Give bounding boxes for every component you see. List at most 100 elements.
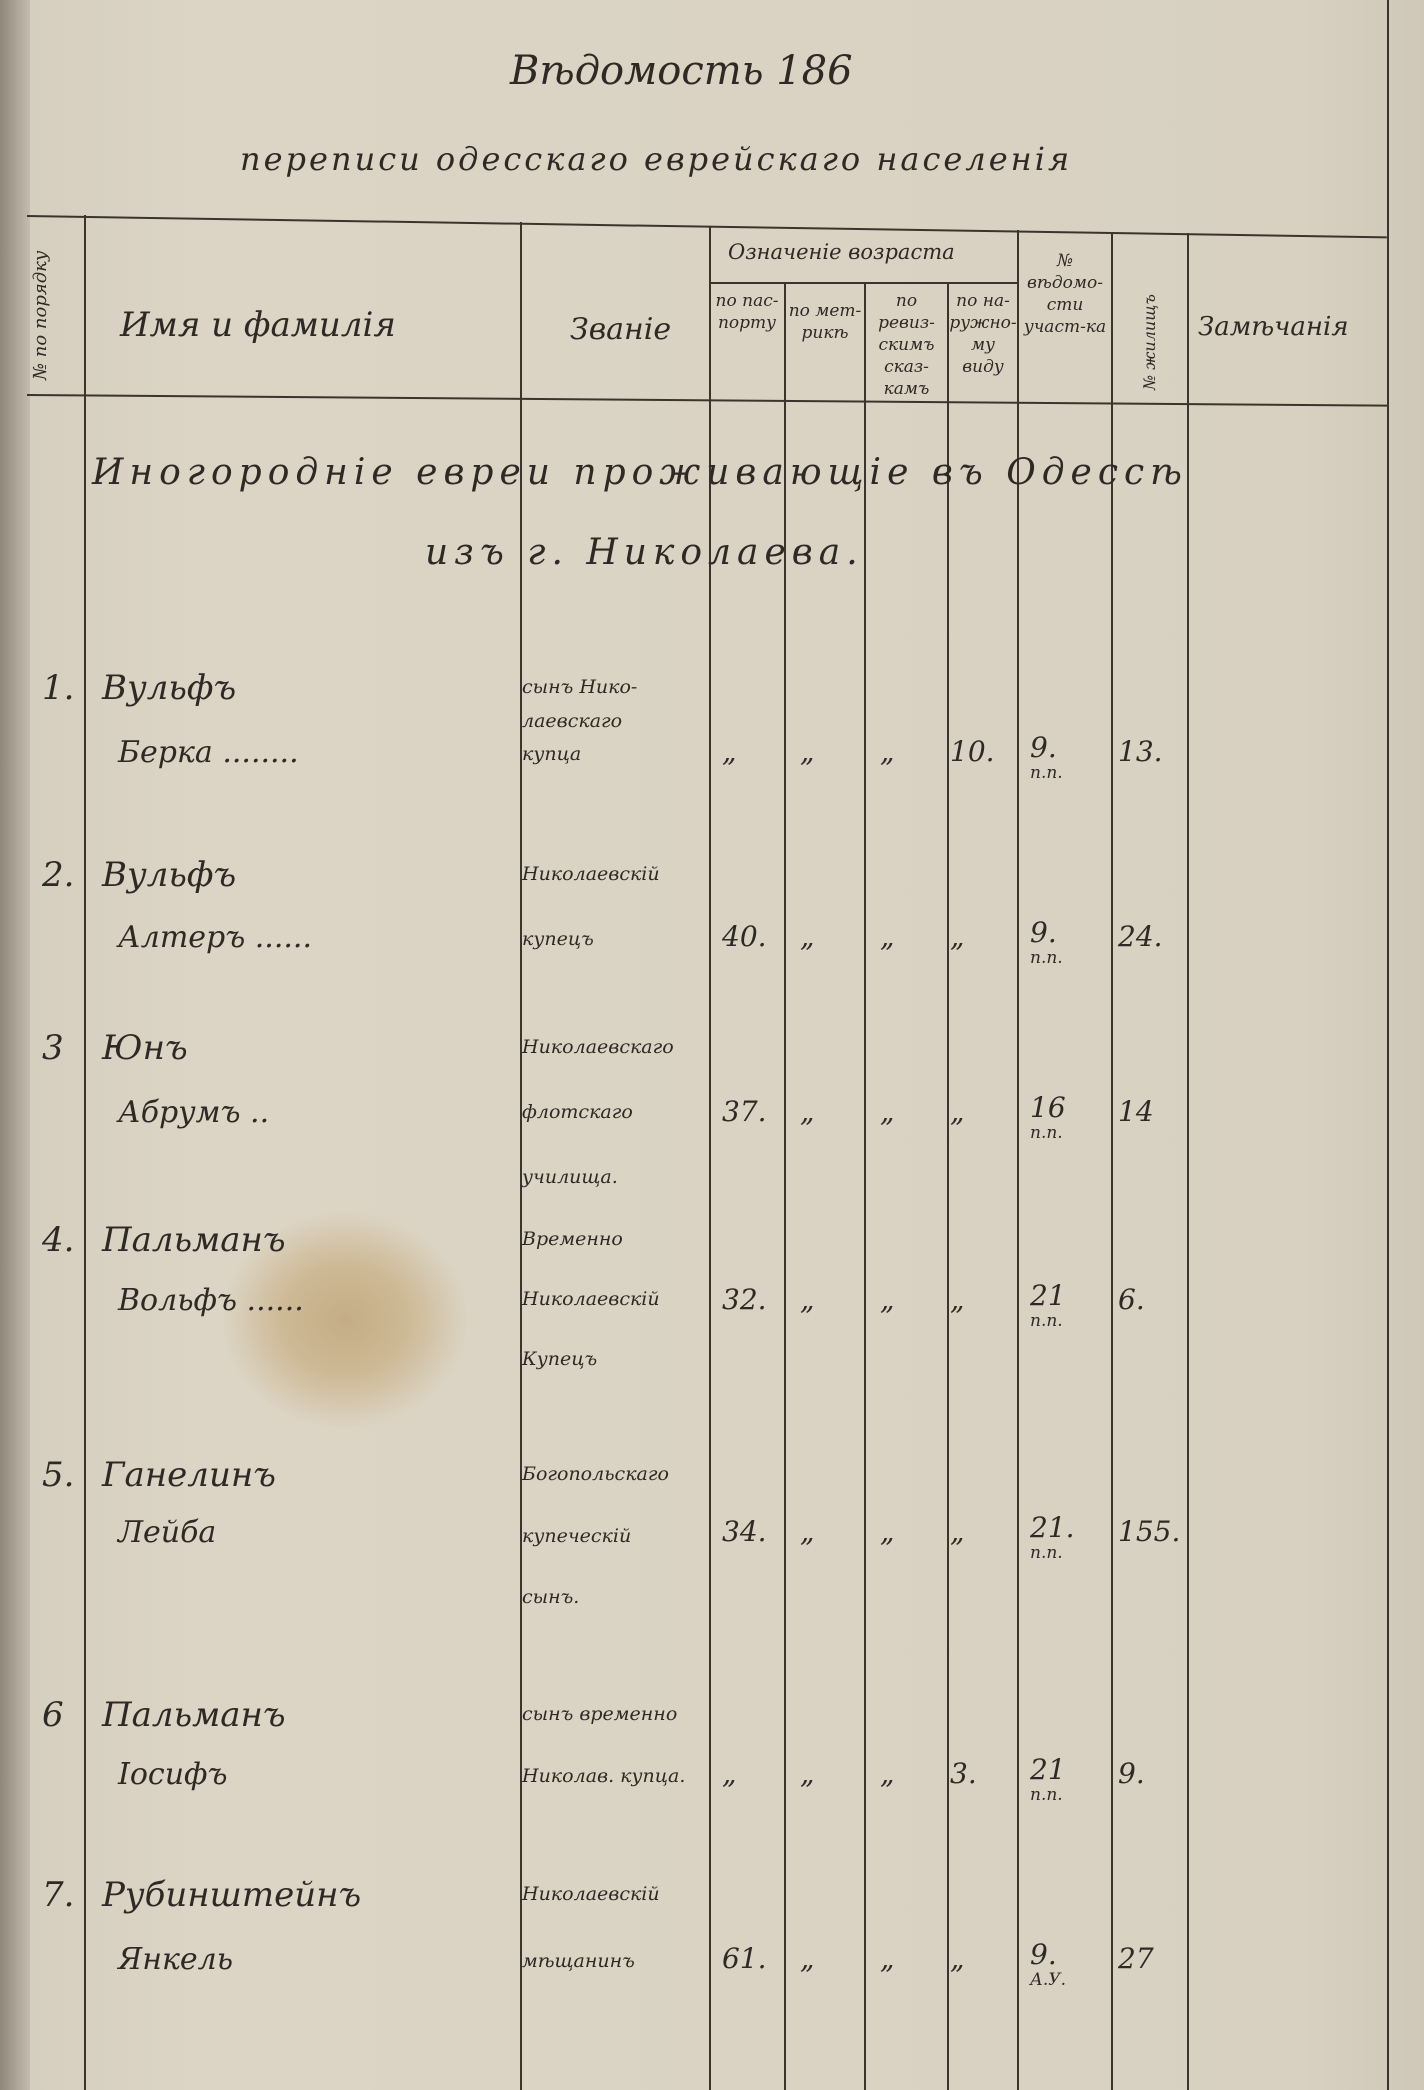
person-rank: Николаевскій	[522, 1883, 660, 1905]
header-age-appearance: по на-ружно-му виду	[949, 291, 1017, 377]
age-value: 10.	[950, 735, 995, 768]
person-given-name: Абрумъ ..	[118, 1095, 270, 1130]
register-suffix: п.п.	[1030, 1543, 1063, 1563]
column-divider	[1187, 233, 1189, 2090]
person-surname: Ганелинъ	[102, 1455, 276, 1495]
age-value: „	[800, 920, 815, 953]
register-suffix: п.п.	[1030, 1123, 1063, 1143]
age-value: „	[800, 1283, 815, 1316]
age-value: „	[880, 1095, 895, 1128]
register-suffix: п.п.	[1030, 1785, 1063, 1805]
header-rank: Званіе	[570, 312, 672, 347]
header-age-passport: по пас-порту	[715, 291, 779, 333]
person-surname: Юнъ	[102, 1028, 188, 1068]
age-value: „	[800, 1095, 815, 1128]
person-rank: сынъ временно	[522, 1703, 678, 1725]
age-value: „	[880, 920, 895, 953]
register-number: 21	[1030, 1753, 1066, 1786]
person-given-name: Берка ........	[118, 735, 299, 770]
header-house: № жилищъ	[1140, 294, 1159, 390]
page-edge-line	[1387, 0, 1389, 2090]
column-divider	[1017, 230, 1019, 2090]
person-rank: мѣщанинъ	[522, 1950, 635, 1972]
age-value: 40.	[722, 920, 767, 953]
person-given-name: Янкель	[118, 1942, 234, 1977]
column-divider	[947, 284, 949, 2090]
age-value: „	[800, 1757, 815, 1790]
row-number: 2.	[42, 855, 75, 895]
age-value: „	[950, 920, 965, 953]
row-number: 7.	[42, 1875, 75, 1915]
person-rank: Купецъ	[522, 1348, 598, 1370]
age-value: „	[880, 735, 895, 768]
person-rank: Временно	[522, 1228, 623, 1250]
age-value: „	[800, 735, 815, 768]
age-value: „	[880, 1515, 895, 1548]
person-rank: училища.	[522, 1166, 618, 1188]
section-heading: Иногородніе евреи проживающіе въ Одессѣ	[92, 452, 1188, 493]
header-remarks: Замѣчанія	[1198, 312, 1349, 342]
age-value: „	[880, 1283, 895, 1316]
person-given-name: Вольфъ ......	[118, 1283, 304, 1318]
row-number: 4.	[42, 1220, 75, 1260]
age-value: „	[880, 1942, 895, 1975]
person-surname: Рубинштейнъ	[102, 1875, 362, 1915]
age-value: „	[950, 1283, 965, 1316]
person-surname: Вульфъ	[102, 668, 237, 708]
column-divider	[520, 222, 522, 2090]
section-subheading: изъ г. Николаева.	[425, 532, 864, 573]
person-rank: купецъ	[522, 928, 594, 950]
register-number: 16	[1030, 1091, 1066, 1124]
column-divider	[1111, 232, 1113, 2090]
person-rank: Николаевскаго	[522, 1036, 674, 1058]
header-age-metric: по мет-рикѣ	[788, 301, 862, 343]
age-group-line	[709, 282, 1017, 284]
house-number: 13.	[1118, 735, 1163, 768]
house-number: 6.	[1118, 1283, 1145, 1316]
person-rank: Николаевскій	[522, 1288, 660, 1310]
person-rank: Николав. купца.	[522, 1765, 686, 1787]
person-given-name: Лейба	[118, 1515, 217, 1550]
person-rank: сынъ.	[522, 1586, 580, 1608]
person-rank: сынъ Нико-	[522, 676, 638, 698]
house-number: 27	[1118, 1942, 1154, 1975]
person-surname: Пальманъ	[102, 1220, 286, 1260]
register-suffix: А.У.	[1030, 1970, 1066, 1990]
age-value: 32.	[722, 1283, 767, 1316]
age-value: „	[950, 1095, 965, 1128]
header-age-revision: по ревиз-скимъ сказ-камъ	[878, 291, 935, 399]
column-divider	[864, 284, 866, 2090]
person-surname: Пальманъ	[102, 1695, 286, 1735]
row-number: 3	[42, 1028, 64, 1068]
age-value: „	[722, 735, 737, 768]
age-value: 3.	[950, 1757, 977, 1790]
book-binding	[0, 0, 30, 2090]
register-suffix: п.п.	[1030, 948, 1063, 968]
age-value: 34.	[722, 1515, 767, 1548]
register-number: 9.	[1030, 916, 1057, 949]
person-rank: лаевскаго	[522, 709, 623, 732]
register-suffix: п.п.	[1030, 1311, 1063, 1331]
column-divider	[784, 284, 786, 2090]
column-divider	[84, 215, 86, 2090]
person-given-name: Алтеръ ......	[118, 920, 312, 955]
house-number: 14	[1118, 1095, 1154, 1128]
register-number: 9.	[1030, 731, 1057, 764]
row-number: 1.	[42, 668, 75, 708]
register-number: 21	[1030, 1279, 1066, 1312]
person-rank: флотскаго	[522, 1101, 633, 1123]
row-number: 6	[42, 1695, 64, 1735]
header-number: № по порядку	[30, 250, 51, 380]
column-divider	[709, 226, 711, 2090]
age-value: „	[800, 1942, 815, 1975]
house-number: 24.	[1118, 920, 1163, 953]
register-number: 9.	[1030, 1938, 1057, 1971]
age-value: „	[950, 1515, 965, 1548]
age-value: „	[800, 1515, 815, 1548]
person-given-name: Іосифъ	[118, 1757, 228, 1792]
table-top-line	[26, 215, 1387, 239]
register-number: 21.	[1030, 1511, 1075, 1544]
header-bottom-line	[26, 394, 1387, 407]
document-title: Вѣдомость 186	[510, 48, 853, 94]
